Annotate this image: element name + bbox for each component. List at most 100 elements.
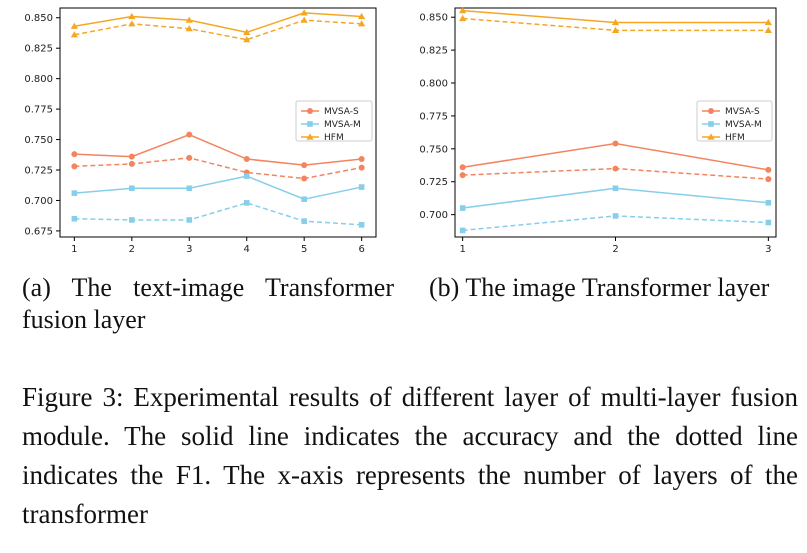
chart-a-data-point [186,217,193,223]
chart-a-xtick-label: 3 [186,244,192,255]
chart-a-series-mvsa-s-dashed [71,154,365,182]
chart-a-data-point [358,20,366,27]
chart-b-series-mvsa-s-solid [459,140,772,173]
chart-b-data-point [765,219,772,226]
chart-b-legend: MVSA-S MVSA-M HFM [696,100,773,143]
chart-a-data-point [70,31,78,38]
chart-a-legend-marker [306,133,314,140]
chart-a-xtick-label: 5 [301,244,307,255]
chart-a-data-point [186,185,193,192]
chart-a-data-point [243,173,250,179]
chart-b-series-mvsa-m-solid [459,185,772,211]
chart-a-series-line [74,202,362,226]
chart-b-series-mvsa-m-dashed [459,213,772,234]
chart-b-xtick-label: 2 [612,244,618,255]
chart-a-series-line [74,133,362,166]
chart-a-data-point [301,175,308,182]
chart-b-data-point [612,140,619,147]
chart-b-ytick-label: 0.800 [419,79,448,90]
chart-a-ytick-label: 0.750 [24,135,53,146]
chart-a-series-mvsa-s-solid [71,131,365,169]
chart-b-series-hfm-dashed [459,14,772,33]
chart-b-series-line [462,187,769,209]
chart-b-xtick-label: 3 [765,244,771,255]
chart-a-data-point [71,151,78,158]
chart-a-data-point [300,9,308,16]
chart-a-data-point [185,16,193,23]
chart-b-legend-label: HFM [725,133,745,143]
chart-a-series-line [74,12,362,34]
chart-a-legend: MVSA-S MVSA-M HFM [295,100,373,143]
chart-b-data-point [765,176,772,183]
chart-b-ytick-label: 0.725 [419,177,448,188]
chart-a-data-point [186,131,193,138]
chart-b-series-hfm-solid [459,7,772,26]
chart-b-legend-marker [708,121,714,127]
figure-caption: Figure 3: Experimental results of differ… [22,382,798,529]
chart-b-legend-label: MVSA-M [725,120,762,130]
chart-a-data-point [186,154,193,161]
chart-b-data-point [765,166,772,173]
chart-b-data-point [765,199,772,206]
chart-b-ytick-label: 0.700 [419,210,448,221]
chart-a-series-mvsa-m-dashed [71,200,365,228]
chart-a-data-point [185,25,193,32]
chart-a-ytick-label: 0.825 [24,44,53,55]
chart-a-data-point [71,190,78,196]
chart-b-ytick-label: 0.750 [419,144,448,155]
chart-b-data-point [764,18,772,26]
chart-b-data-point [611,26,620,33]
chart-a-data-point [71,215,78,222]
chart-a-data-point [358,12,366,20]
chart-a-data-point [243,28,251,35]
chart-b-xtick-label: 1 [459,244,465,255]
chart-a-series-line [74,157,362,180]
chart-b-data-point [764,26,772,33]
subcaption-b: (b) The image Transformer layer [429,273,770,302]
chart-a-data-point [243,36,251,43]
chart-b-data-point [459,7,467,14]
chart-a-plot-frame [59,7,377,238]
chart-b-data-point [612,165,619,172]
chart-a-data-point [128,153,135,160]
chart-b-data-point [612,213,619,219]
chart-a-xtick-label: 4 [244,244,250,255]
chart-a-series-mvsa-m-solid [71,173,365,203]
chart-a-data-point [358,156,365,163]
chart-a-series-hfm-dashed [70,16,366,43]
subcaption-a: (a) The text-image Transformer fusion la… [22,273,394,334]
chart-a-data-point [70,22,78,29]
chart-a-legend-marker [307,121,313,127]
chart-a-data-point [301,162,308,169]
chart-a-series-hfm-solid [70,9,366,35]
chart-b-legend-marker [708,108,714,114]
chart-a-legend-marker [307,108,313,114]
chart-b-data-point [459,227,466,234]
chart-a-data-point [358,184,365,190]
chart-a-ytick-label: 0.700 [24,196,53,207]
chart-b-ytick-label: 0.775 [419,111,448,122]
chart-a-series-line [74,19,362,41]
chart-a-data-point [128,160,135,167]
chart-a-ytick-label: 0.725 [24,166,53,177]
chart-b-data-point [459,172,466,179]
chart-b: 0.700 0.725 0.750 0.775 0.800 0.825 0.850 1 2 3 MV… [419,7,777,255]
chart-a-data-point [71,163,78,170]
chart-a-data-point [301,196,307,203]
chart-a-xtick-label: 1 [71,244,77,255]
chart-a-data-point [243,200,250,206]
chart-a-data-point [243,156,250,163]
chart-a-ytick-label: 0.775 [24,105,53,116]
chart-a-data-point [300,16,308,23]
chart-b-series-mvsa-s-dashed [459,165,772,183]
chart-b-data-point [459,205,466,211]
chart-a-data-point [128,12,136,20]
chart-b-data-point [459,14,467,22]
chart-a-ytick-label: 0.675 [24,226,53,237]
chart-a-series-line [74,175,362,201]
chart-b-data-point [459,164,466,171]
chart-b-ytick-label: 0.850 [419,13,448,24]
chart-a-data-point [128,20,136,27]
chart-a-ytick-label: 0.850 [24,13,53,24]
